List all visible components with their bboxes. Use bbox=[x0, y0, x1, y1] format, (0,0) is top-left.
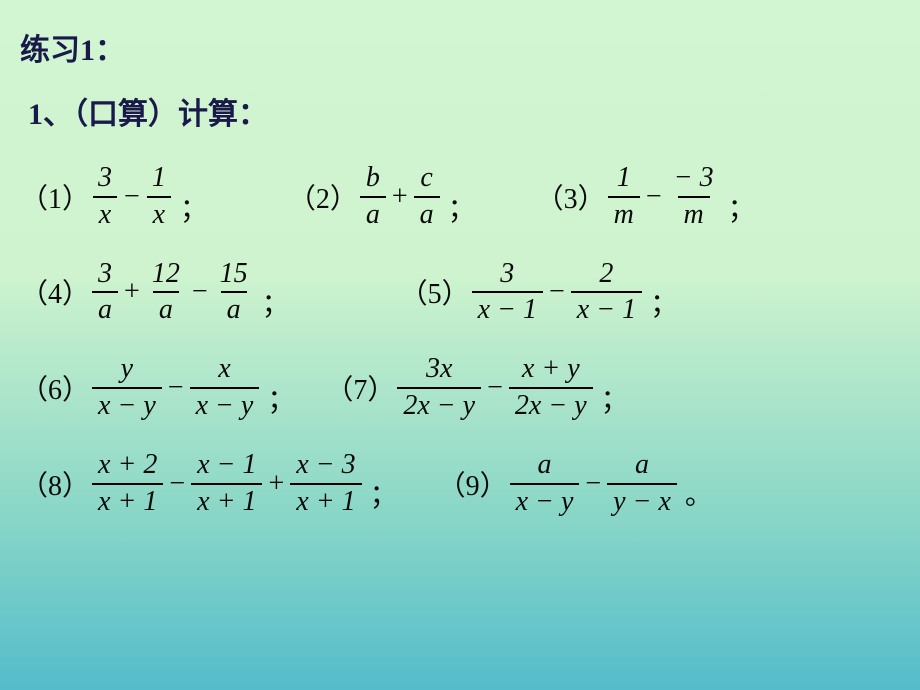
problem-9: （9） a x − y − a y − x 。 bbox=[438, 450, 713, 518]
operator-minus: − bbox=[585, 468, 601, 500]
problem-label: （7） bbox=[325, 368, 395, 408]
fraction: 2 x − 1 bbox=[571, 259, 642, 327]
problem-2: （2） b a + c a ； bbox=[288, 163, 476, 231]
fraction: 3 a bbox=[92, 259, 118, 327]
fraction: x x − y bbox=[190, 354, 260, 422]
operator-plus: + bbox=[268, 468, 284, 500]
problem-label: （8） bbox=[20, 464, 90, 504]
problem-label: （5） bbox=[400, 272, 470, 312]
operator-minus: − bbox=[124, 181, 140, 213]
problem-label: （2） bbox=[288, 177, 358, 217]
problem-row: （8） x + 2 x + 1 − x − 1 x + 1 + x − 3 x … bbox=[20, 450, 900, 518]
fraction: − 3 m bbox=[668, 163, 720, 231]
operator-minus: − bbox=[169, 468, 185, 500]
punctuation: ； bbox=[180, 187, 208, 227]
problem-1: （1） 3 x − 1 x ； bbox=[20, 163, 208, 231]
problem-row: （6） y x − y − x x − y ； （7） 3x 2x − y − … bbox=[20, 354, 900, 422]
problem-3: （3） 1 m − − 3 m ； bbox=[536, 163, 756, 231]
operator-minus: − bbox=[192, 276, 208, 308]
punctuation: 。 bbox=[685, 473, 713, 513]
problem-label: （3） bbox=[536, 177, 606, 217]
problem-label: （6） bbox=[20, 368, 90, 408]
punctuation: ； bbox=[728, 187, 756, 227]
fraction: 1 x bbox=[146, 163, 172, 231]
fraction: 3 x − 1 bbox=[472, 259, 543, 327]
operator-minus: − bbox=[549, 276, 565, 308]
operator-minus: − bbox=[168, 372, 184, 404]
problem-label: （9） bbox=[438, 464, 508, 504]
fraction: b a bbox=[360, 163, 386, 231]
problem-label: （1） bbox=[20, 177, 90, 217]
exercise-subheading: 1、（口算）计算： bbox=[28, 89, 900, 133]
problem-8: （8） x + 2 x + 1 − x − 1 x + 1 + x − 3 x … bbox=[20, 450, 398, 518]
fraction: y x − y bbox=[92, 354, 162, 422]
problem-6: （6） y x − y − x x − y ； bbox=[20, 354, 295, 422]
problem-4: （4） 3 a + 12 a − 15 a ； bbox=[20, 259, 290, 327]
punctuation: ； bbox=[370, 473, 398, 513]
operator-plus: + bbox=[124, 276, 140, 308]
fraction: 3x 2x − y bbox=[397, 354, 481, 422]
fraction: 3 x bbox=[92, 163, 118, 231]
fraction: c a bbox=[414, 163, 440, 231]
punctuation: ； bbox=[267, 378, 295, 418]
problem-label: （4） bbox=[20, 272, 90, 312]
operator-plus: + bbox=[392, 181, 408, 213]
slide-content: 练习1： 1、（口算）计算： （1） 3 x − 1 x ； （2） b a + bbox=[0, 0, 920, 570]
problem-7: （7） 3x 2x − y − x + y 2x − y ； bbox=[325, 354, 628, 422]
punctuation: ； bbox=[262, 282, 290, 322]
fraction: 1 m bbox=[608, 163, 640, 231]
fraction: x − 3 x + 1 bbox=[290, 450, 361, 518]
operator-minus: − bbox=[646, 181, 662, 213]
problem-5: （5） 3 x − 1 − 2 x − 1 ； bbox=[400, 259, 678, 327]
fraction: x + 2 x + 1 bbox=[92, 450, 163, 518]
operator-minus: − bbox=[487, 372, 503, 404]
punctuation: ； bbox=[448, 187, 476, 227]
problem-row: （4） 3 a + 12 a − 15 a ； （5） 3 x − 1 bbox=[20, 259, 900, 327]
fraction: 15 a bbox=[214, 259, 254, 327]
fraction: x + y 2x − y bbox=[509, 354, 593, 422]
exercise-heading: 练习1： bbox=[20, 25, 900, 69]
punctuation: ； bbox=[601, 378, 629, 418]
fraction: x − 1 x + 1 bbox=[191, 450, 262, 518]
fraction: a y − x bbox=[607, 450, 677, 518]
punctuation: ； bbox=[650, 282, 678, 322]
fraction: a x − y bbox=[510, 450, 580, 518]
fraction: 12 a bbox=[146, 259, 186, 327]
problem-row: （1） 3 x − 1 x ； （2） b a + c a ； bbox=[20, 163, 900, 231]
